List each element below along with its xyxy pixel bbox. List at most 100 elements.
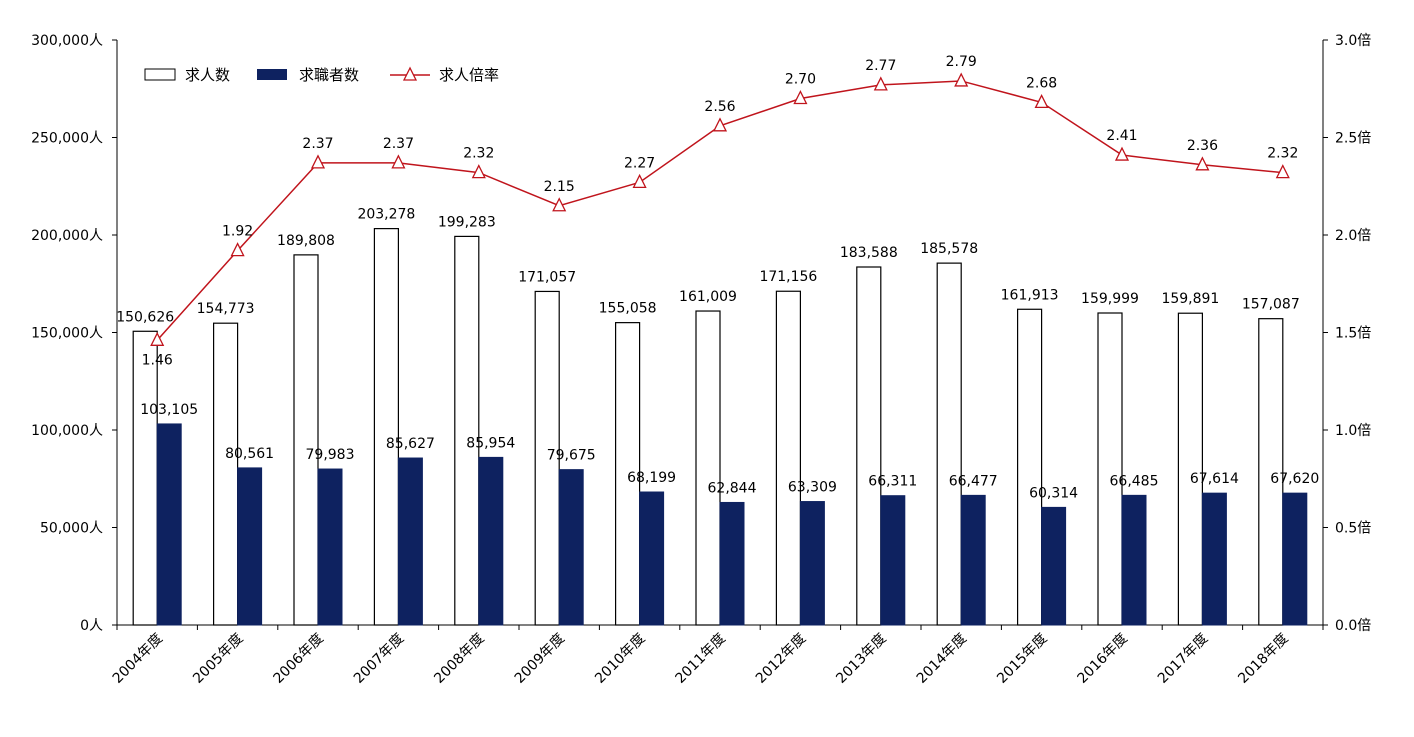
- bar-openings: [1177, 312, 1204, 626]
- y-left-tick-label: 0人: [80, 618, 103, 634]
- bar-seekers: [799, 501, 825, 626]
- ratio-label: 2.56: [704, 99, 735, 115]
- ratio-marker: [793, 90, 808, 105]
- x-tick-label: 2013年度: [833, 631, 889, 687]
- bar-seekers-label: 67,620: [1270, 471, 1319, 487]
- x-tick-label: 2011年度: [673, 631, 729, 687]
- ratio-marker: [1034, 93, 1049, 109]
- bar-seekers: [719, 501, 745, 626]
- bar-openings: [1097, 312, 1123, 626]
- bar-openings-label: 171,057: [518, 269, 576, 285]
- legend-swatch-seekers: [257, 69, 287, 80]
- bar-seekers-label: 62,844: [708, 480, 757, 496]
- bar-openings-label: 199,283: [438, 214, 496, 230]
- ratio-marker: [1275, 164, 1290, 179]
- bar-seekers: [478, 456, 504, 626]
- bar-seekers: [317, 468, 343, 626]
- bar-seekers: [1282, 492, 1308, 626]
- ratio-label: 2.15: [544, 179, 575, 195]
- y-right-tick-label: 2.5倍: [1335, 131, 1371, 147]
- bar-seekers-label: 60,314: [1029, 485, 1078, 501]
- ratio-label: 2.41: [1106, 128, 1137, 144]
- y-right-tick-label: 0.5倍: [1335, 521, 1371, 537]
- bar-openings: [1016, 308, 1043, 626]
- bar-openings-label: 159,999: [1081, 291, 1139, 307]
- y-right-tick-label: 3.0倍: [1335, 33, 1371, 49]
- bar-openings-label: 154,773: [197, 301, 255, 317]
- ratio-label: 1.46: [142, 352, 173, 368]
- ratio-marker: [471, 164, 486, 179]
- ratio-label: 2.77: [865, 58, 896, 74]
- legend-label-seekers: 求職者数: [299, 66, 359, 84]
- ratio-label: 2.37: [302, 136, 333, 152]
- bar-openings: [614, 322, 641, 626]
- ratio-label: 1.92: [222, 224, 253, 240]
- x-tick-label: 2012年度: [753, 631, 809, 687]
- x-tick-label: 2016年度: [1075, 631, 1131, 687]
- bar-openings-label: 171,156: [759, 269, 817, 285]
- bar-openings: [132, 330, 158, 626]
- y-left-tick-label: 50,000人: [40, 521, 103, 537]
- x-tick-label: 2007年度: [351, 631, 407, 687]
- x-tick-label: 2009年度: [512, 631, 568, 687]
- bar-seekers-label: 68,199: [627, 470, 676, 486]
- ratio-label: 2.36: [1187, 138, 1218, 154]
- x-tick-label: 2014年度: [914, 631, 970, 687]
- bar-openings-label: 183,588: [840, 245, 898, 261]
- bar-openings-label: 189,808: [277, 233, 335, 249]
- bar-seekers: [1041, 506, 1067, 626]
- ratio-label: 2.68: [1026, 75, 1057, 91]
- legend-label-openings: 求人数: [185, 66, 230, 84]
- bar-seekers-label: 66,311: [868, 474, 917, 490]
- bar-seekers-label: 80,561: [225, 446, 274, 462]
- bar-openings-label: 157,087: [1242, 297, 1300, 313]
- bar-openings: [775, 290, 802, 626]
- y-left-tick-label: 100,000人: [31, 423, 103, 439]
- bar-seekers: [397, 457, 423, 626]
- ratio-label: 2.32: [1267, 146, 1298, 162]
- legend-marker-ratio: [402, 66, 418, 81]
- bar-seekers: [960, 494, 986, 626]
- bar-seekers-label: 85,954: [466, 435, 515, 451]
- ratio-label: 2.27: [624, 155, 655, 171]
- ratio-marker: [552, 197, 567, 212]
- bar-openings-label: 161,913: [1001, 287, 1059, 303]
- x-tick-label: 2015年度: [994, 631, 1050, 687]
- y-left-tick-label: 250,000人: [31, 131, 103, 147]
- y-right-tick-label: 1.0倍: [1335, 423, 1371, 439]
- bar-openings: [1258, 318, 1284, 626]
- ratio-marker: [873, 76, 888, 91]
- x-tick-label: 2005年度: [190, 631, 246, 687]
- y-right-tick-label: 2.0倍: [1335, 228, 1371, 244]
- bar-openings-label: 185,578: [920, 241, 978, 257]
- bar-seekers-label: 79,983: [306, 447, 355, 463]
- bar-seekers-label: 66,477: [949, 473, 998, 489]
- ratio-label: 2.37: [383, 136, 414, 152]
- y-left-tick-label: 150,000人: [31, 326, 103, 342]
- bar-seekers-label: 66,485: [1110, 473, 1159, 489]
- ratio-marker: [150, 331, 165, 346]
- bar-seekers: [237, 467, 263, 626]
- bar-openings: [213, 322, 239, 626]
- bar-seekers: [558, 469, 584, 626]
- ratio-label: 2.79: [946, 54, 977, 70]
- bar-seekers-label: 103,105: [140, 402, 198, 418]
- bar-seekers-label: 67,614: [1190, 471, 1239, 487]
- ratio-label: 2.32: [463, 146, 494, 162]
- bar-seekers: [639, 491, 665, 626]
- bar-openings: [856, 266, 882, 626]
- bar-seekers: [156, 423, 182, 626]
- x-tick-label: 2018年度: [1235, 631, 1291, 687]
- ratio-label: 2.70: [785, 72, 816, 88]
- bar-openings: [534, 290, 560, 626]
- bar-openings-label: 161,009: [679, 289, 737, 305]
- y-left-tick-label: 200,000人: [31, 228, 103, 244]
- ratio-marker: [632, 173, 647, 189]
- ratio-marker: [1195, 156, 1210, 171]
- bar-seekers: [1121, 494, 1147, 626]
- bar-seekers-label: 63,309: [788, 480, 837, 496]
- bar-seekers: [1201, 492, 1227, 626]
- bar-openings-label: 150,626: [116, 309, 174, 325]
- x-tick-label: 2006年度: [271, 631, 327, 687]
